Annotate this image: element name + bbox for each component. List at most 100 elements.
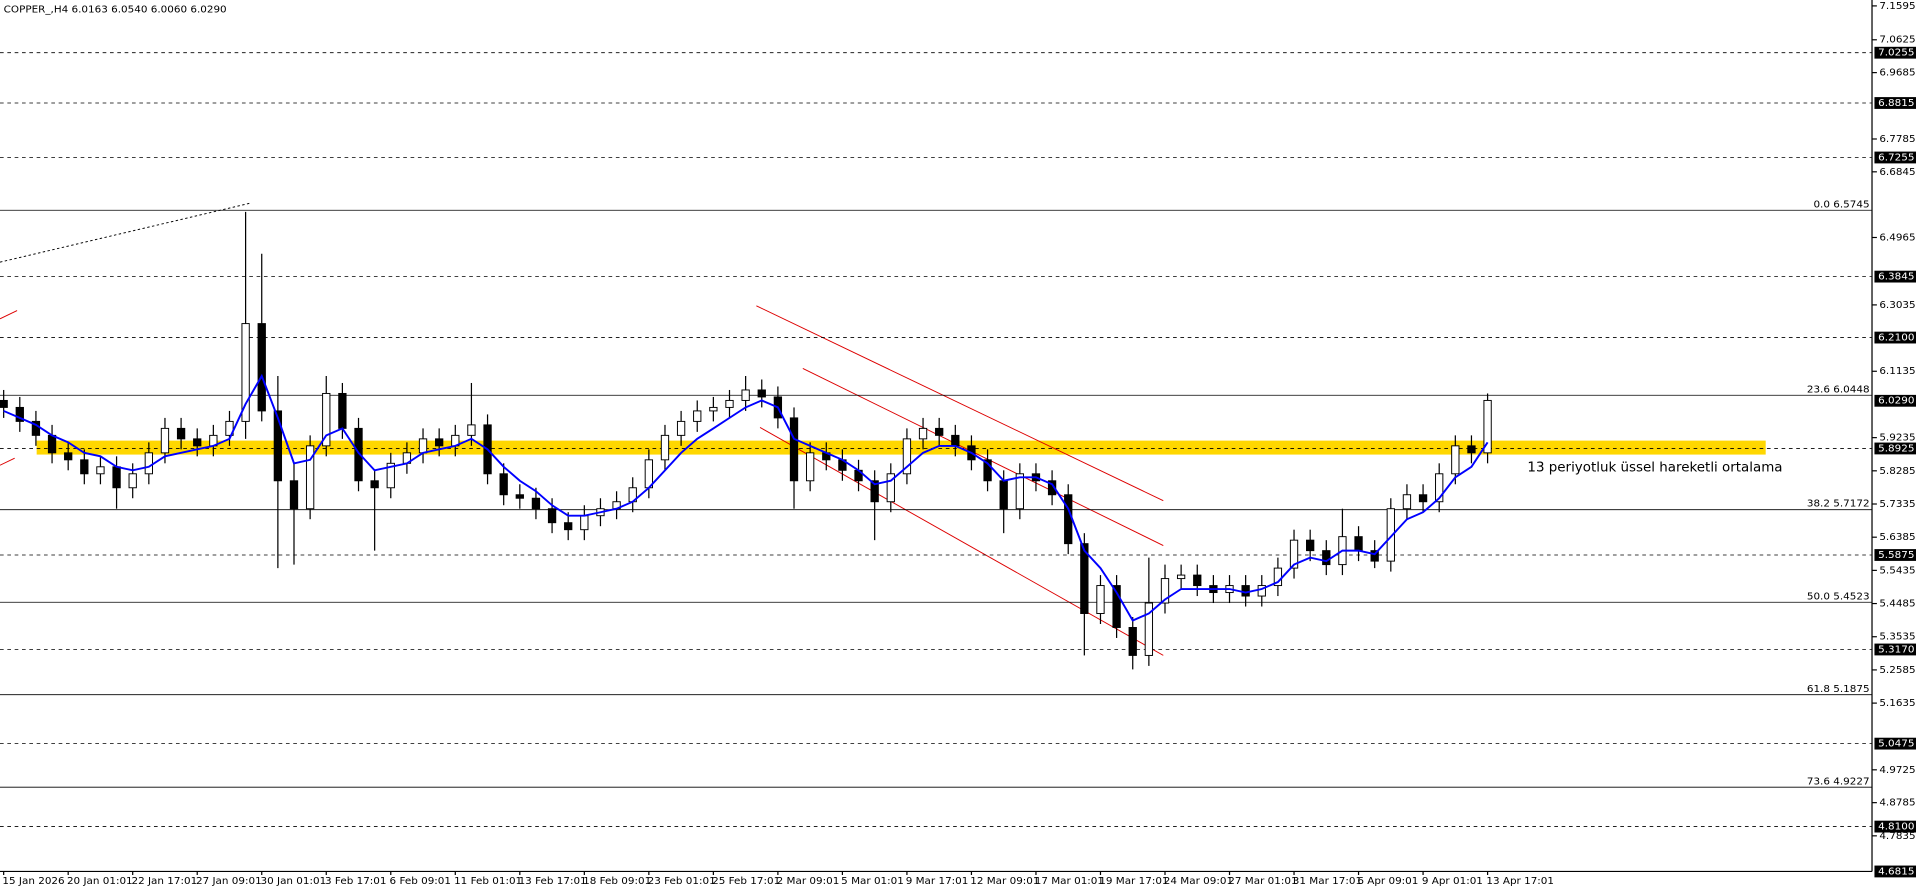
y-tick-label: 6.1135 — [1879, 366, 1915, 377]
x-tick-label: 19 Mar 17:01 — [1099, 876, 1168, 887]
candle-body — [709, 406, 718, 412]
y-tick-label: 5.1635 — [1879, 698, 1915, 709]
x-tick-label: 24 Mar 09:01 — [1164, 876, 1233, 887]
x-tick-label: 13 Feb 17:01 — [519, 876, 587, 887]
level-label: 5.3170 — [1878, 645, 1914, 656]
fib-label: 23.6 6.0448 — [1807, 384, 1870, 395]
candle-body — [1128, 627, 1137, 656]
candle-body — [983, 459, 992, 482]
candle-body — [693, 410, 702, 422]
candle-body — [1176, 574, 1186, 580]
candle-body — [257, 323, 266, 412]
fib-label: 61.8 5.1875 — [1807, 684, 1870, 695]
level-box — [1874, 820, 1916, 833]
level-box — [1874, 151, 1916, 164]
fib-label: 38.2 5.7172 — [1807, 499, 1870, 510]
candle-body — [870, 480, 879, 503]
candle-body — [418, 438, 428, 454]
level-box — [1874, 270, 1916, 283]
price-box — [1874, 394, 1916, 407]
candle-body — [1451, 445, 1460, 475]
y-tick-label: 6.3035 — [1879, 300, 1915, 311]
fib-label: 0.0 6.5745 — [1813, 199, 1869, 210]
candle-body — [564, 522, 573, 531]
candle-body — [725, 399, 734, 408]
candle-body — [999, 480, 1008, 510]
candle-body — [1047, 480, 1057, 496]
candle-body — [305, 445, 315, 510]
y-tick-label: 5.2585 — [1879, 665, 1915, 676]
candle-body — [160, 427, 170, 454]
x-tick-label: 17 Mar 01:01 — [1035, 876, 1104, 887]
level-box — [1874, 442, 1916, 455]
support-zone — [36, 440, 1766, 455]
level-box — [1874, 737, 1916, 750]
candle-body — [531, 497, 541, 510]
channel-line — [759, 427, 1164, 656]
zone-layer — [36, 440, 1766, 455]
y-tick-label: 5.9235 — [1879, 433, 1915, 444]
level-label: 5.5875 — [1878, 550, 1914, 561]
candle-body — [322, 392, 331, 447]
x-tick-label: 22 Jan 17:01 — [131, 876, 197, 887]
candle-body — [1483, 399, 1492, 454]
level-label: 6.2100 — [1878, 333, 1914, 344]
x-tick-label: 5 Mar 01:01 — [841, 876, 904, 887]
candle-body — [47, 434, 57, 454]
x-tick-label: 30 Jan 01:01 — [261, 876, 327, 887]
candle-body — [1386, 508, 1395, 562]
candle-body — [886, 473, 895, 503]
candle-body — [547, 508, 557, 524]
candle-body — [64, 452, 73, 461]
ema-line — [3, 373, 1489, 622]
candle-body — [0, 399, 8, 408]
y-tick-label: 5.3535 — [1879, 632, 1915, 643]
y-tick-label: 4.9725 — [1879, 765, 1915, 776]
y-tick-label: 5.4485 — [1879, 599, 1915, 610]
x-tick-label: 11 Feb 01:01 — [454, 876, 522, 887]
candle-body — [1354, 536, 1363, 552]
candle-body — [273, 410, 283, 482]
level-label: 5.0475 — [1878, 739, 1914, 750]
candle-body — [805, 452, 815, 482]
x-tick-label: 27 Jan 09:01 — [196, 876, 262, 887]
candle-body — [1241, 585, 1250, 597]
candle-body — [128, 473, 137, 489]
y-tick-label: 5.6385 — [1879, 532, 1915, 543]
y-tick-label: 4.8785 — [1879, 798, 1915, 809]
y-tick-label: 6.9685 — [1879, 68, 1915, 79]
level-box — [1874, 865, 1916, 878]
y-tick-label: 7.1595 — [1879, 1, 1915, 12]
candle-body — [902, 438, 912, 475]
candle-body — [80, 459, 89, 475]
x-tick-label: 9 Mar 17:01 — [906, 876, 969, 887]
candle-body — [1370, 550, 1379, 562]
candle-body — [580, 515, 589, 531]
level-box — [1874, 46, 1916, 59]
x-tick-label: 27 Mar 01:01 — [1228, 876, 1297, 887]
candle-body — [951, 434, 960, 447]
candle-body — [660, 434, 670, 461]
candle-body — [1322, 550, 1331, 566]
x-tick-label: 6 Apr 09:01 — [1357, 876, 1418, 887]
x-tick-label: 25 Feb 17:01 — [712, 876, 780, 887]
candle-body — [193, 438, 202, 447]
channel-line — [0, 457, 15, 466]
x-tick-label: 13 Apr 17:01 — [1486, 876, 1554, 887]
level-label: 5.8925 — [1878, 444, 1914, 455]
candle-body — [241, 323, 250, 422]
chart-title: COPPER_,H4 6.0163 6.0540 6.0060 6.0290 — [4, 5, 227, 16]
candle-body — [1160, 578, 1170, 604]
level-label: 6.8815 — [1878, 98, 1914, 109]
x-tick-label: 9 Apr 01:01 — [1422, 876, 1483, 887]
y-tick-label: 6.7785 — [1879, 134, 1915, 145]
candle-body — [386, 462, 395, 489]
x-tick-label: 12 Mar 09:01 — [970, 876, 1039, 887]
y-tick-label: 6.4965 — [1879, 233, 1915, 244]
level-label: 6.7255 — [1878, 153, 1914, 164]
y-tick-label: 4.7835 — [1879, 831, 1915, 842]
y-tick-label: 5.5435 — [1879, 565, 1915, 576]
x-tick-label: 20 Jan 01:01 — [67, 876, 133, 887]
level-box — [1874, 643, 1916, 656]
